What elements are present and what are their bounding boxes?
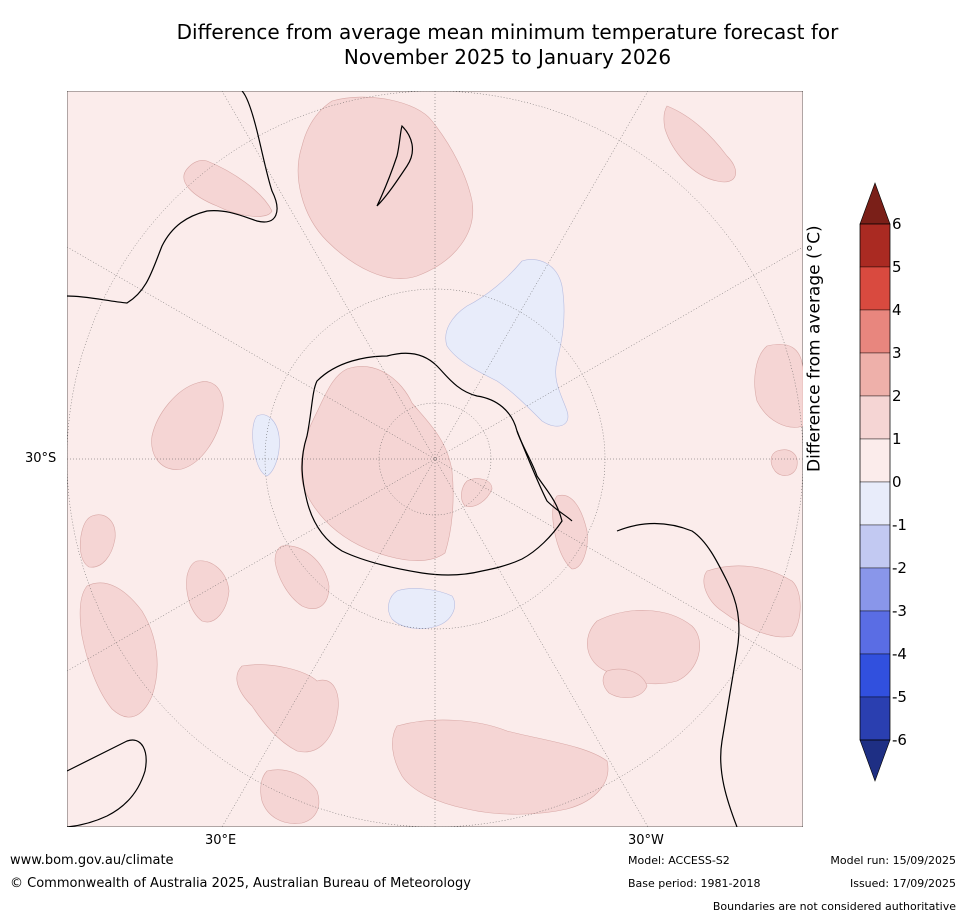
colorbar-band <box>859 696 891 741</box>
footer-copyright: © Commonwealth of Australia 2025, Austra… <box>10 876 471 891</box>
footer-website[interactable]: www.bom.gov.au/climate <box>10 853 174 868</box>
coastlines <box>67 91 740 827</box>
graticule-meridian-60a <box>67 246 803 672</box>
map-title: Difference from average mean minimum tem… <box>60 20 955 70</box>
colorbar-title: Difference from average (°C) <box>804 225 825 472</box>
coast-southamerica <box>616 522 740 827</box>
warm-area-drake <box>552 494 588 570</box>
colorbar-band <box>859 395 891 440</box>
coast-africa <box>67 739 147 827</box>
colorbar-under-triangle <box>859 739 891 782</box>
lon-label-30e: 30°E <box>205 833 237 848</box>
cool-area-indian <box>252 414 280 477</box>
title-line-1: Difference from average mean minimum tem… <box>176 20 839 44</box>
warm-area-small-atlantic <box>602 668 648 699</box>
colorbar-tick-label: -5 <box>892 688 907 706</box>
lon-label-30w: 30°W <box>628 833 664 848</box>
warm-area-south-indian <box>274 545 330 609</box>
graticule <box>67 91 803 827</box>
colorbar-band <box>859 309 891 354</box>
graticule-meridian-30a <box>221 91 649 827</box>
colorbar-band <box>859 352 891 397</box>
colorbar-tick-label: -6 <box>892 731 907 749</box>
coast-peninsula <box>516 430 573 522</box>
colorbar-tick-label: -4 <box>892 645 907 663</box>
colorbar-band <box>859 223 891 268</box>
footer-model-run: Model run: 15/09/2025 <box>830 854 956 867</box>
cool-area-pacific <box>445 259 569 427</box>
graticule-meridian-60b <box>67 246 803 672</box>
warm-area-africa-west <box>79 582 158 718</box>
colorbar-tick-label: -3 <box>892 602 907 620</box>
footer-issued: Issued: 17/09/2025 <box>849 877 956 890</box>
polar-map <box>67 91 803 827</box>
warm-area-south-2 <box>392 719 609 815</box>
colorbar-tick-label: 6 <box>892 215 902 233</box>
footer-model: Model: ACCESS-S2 <box>628 854 730 867</box>
warm-area-east-1 <box>754 343 803 428</box>
warm-area-south-3 <box>260 769 320 824</box>
warm-area-australia-east <box>183 160 273 217</box>
colorbar-tick-label: 1 <box>892 430 902 448</box>
warm-area-east-small <box>770 449 798 476</box>
cool-area-south <box>388 588 456 629</box>
colorbar-band <box>859 567 891 612</box>
colorbar-tick-label: 5 <box>892 258 902 276</box>
graticule-meridian-30b <box>221 91 649 827</box>
lat-label-30s: 30°S <box>25 451 57 466</box>
colorbar <box>859 182 891 782</box>
coast-australia <box>67 91 278 304</box>
footer-disclaimer: Boundaries are not considered authoritat… <box>712 900 956 913</box>
warm-area-africa-small-1 <box>79 514 116 568</box>
colorbar-tick-label: -1 <box>892 516 907 534</box>
coast-antarctica <box>301 352 563 576</box>
warm-area-africa-small-2 <box>186 560 230 623</box>
colorbar-bands <box>859 223 891 741</box>
colorbar-tick-label: -2 <box>892 559 907 577</box>
warm-area-pacific-north <box>663 105 736 183</box>
colorbar-band <box>859 481 891 526</box>
colorbar-tick-label: 4 <box>892 301 902 319</box>
warm-area-south-1 <box>236 664 339 753</box>
title-line-2: November 2025 to January 2026 <box>343 45 672 69</box>
warm-anomaly-areas <box>79 96 803 824</box>
colorbar-tick-label: 0 <box>892 473 902 491</box>
coast-nz <box>376 124 414 207</box>
cool-anomaly-areas <box>252 259 569 629</box>
colorbar-band <box>859 438 891 483</box>
colorbar-over-triangle <box>859 182 891 225</box>
colorbar-band <box>859 266 891 311</box>
warm-area-atlantic <box>587 610 700 684</box>
colorbar-tick-label: 2 <box>892 387 902 405</box>
colorbar-band <box>859 524 891 569</box>
footer-base-period: Base period: 1981-2018 <box>628 877 761 890</box>
colorbar-tick-label: 3 <box>892 344 902 362</box>
colorbar-band <box>859 610 891 655</box>
warm-area-indian <box>151 381 224 470</box>
colorbar-band <box>859 653 891 698</box>
